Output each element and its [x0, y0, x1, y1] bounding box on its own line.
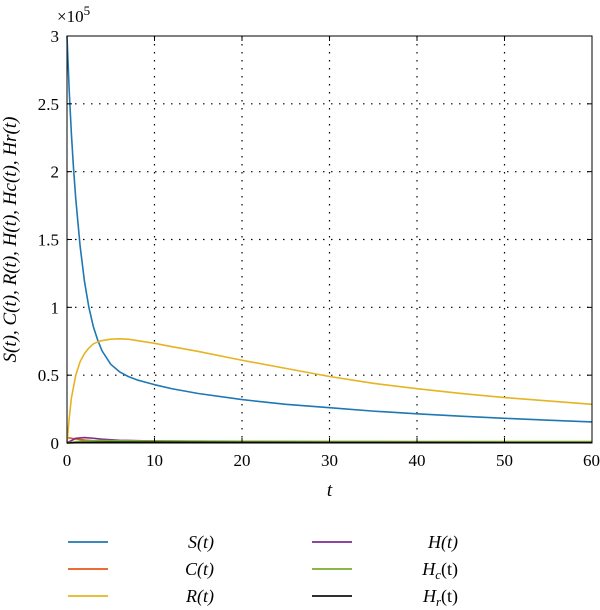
y-axis-label: S(t), C(t), R(t), H(t), Hc(t), Hr(t)	[0, 117, 21, 363]
y-multiplier-label: ×105	[57, 3, 90, 26]
x-tick-label: 20	[234, 451, 251, 470]
series-lines	[66, 35, 593, 444]
axis-ticks: 0 10 20 30 40 50 60 0 0.5 1 1.5 2 2.5 3	[38, 27, 600, 470]
x-tick-label: 0	[63, 451, 72, 470]
series-line-1	[66, 35, 593, 423]
legend-label: H(t)	[427, 532, 458, 553]
y-tick-label: 1	[51, 298, 60, 317]
legend-label: S(t)	[188, 532, 214, 553]
x-axis-label: t	[327, 480, 333, 501]
y-tick-label: 1.5	[38, 231, 59, 250]
y-tick-label: 3	[51, 27, 60, 46]
x-tick-label: 40	[409, 451, 426, 470]
y-tick-label: 0.5	[38, 366, 59, 385]
y-tick-label: 0	[51, 434, 60, 453]
x-tick-label: 10	[146, 451, 163, 470]
legend-label: C(t)	[185, 559, 214, 580]
legend-label: Hc(t)	[421, 559, 458, 582]
x-tick-label: 30	[321, 451, 338, 470]
series-line-3	[66, 338, 593, 444]
x-tick-label: 60	[583, 451, 600, 470]
y-tick-label: 2.5	[38, 95, 59, 114]
x-tick-label: 50	[496, 451, 513, 470]
legend: S(t) C(t) R(t) H(t) Hc(t) Hr(t)	[68, 532, 458, 609]
legend-label: R(t)	[185, 586, 214, 607]
y-tick-label: 2	[51, 163, 60, 182]
legend-label: Hr(t)	[422, 586, 458, 609]
